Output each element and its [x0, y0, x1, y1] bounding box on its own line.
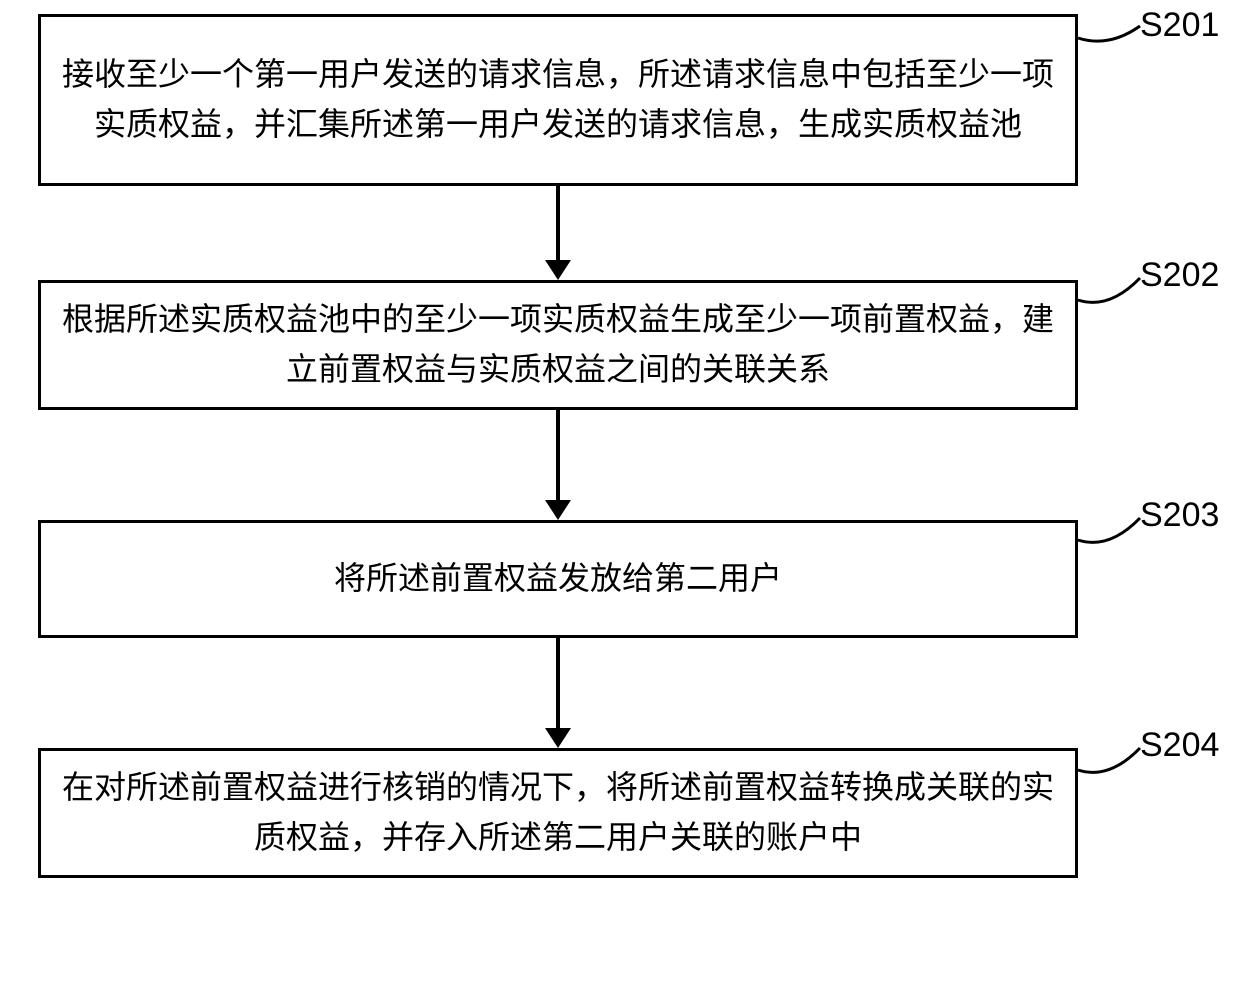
flow-arrow: [543, 186, 573, 280]
step-box-s201: 接收至少一个第一用户发送的请求信息，所述请求信息中包括至少一项实质权益，并汇集所…: [38, 14, 1078, 186]
label-connector-s203: [1074, 514, 1144, 556]
step-text: 根据所述实质权益池中的至少一项实质权益生成至少一项前置权益，建立前置权益与实质权…: [61, 295, 1055, 394]
step-label-s203: S203: [1140, 496, 1219, 535]
step-label-s201: S201: [1140, 6, 1219, 45]
label-connector-s202: [1074, 274, 1144, 316]
step-label-s204: S204: [1140, 726, 1219, 765]
label-connector-s201: [1074, 22, 1144, 54]
flow-arrow: [543, 638, 573, 748]
flowchart-canvas: 接收至少一个第一用户发送的请求信息，所述请求信息中包括至少一项实质权益，并汇集所…: [0, 0, 1240, 994]
step-label-s202: S202: [1140, 256, 1219, 295]
step-text: 在对所述前置权益进行核销的情况下，将所述前置权益转换成关联的实质权益，并存入所述…: [61, 763, 1055, 862]
label-connector-s204: [1074, 744, 1144, 786]
step-box-s203: 将所述前置权益发放给第二用户: [38, 520, 1078, 638]
step-text: 将所述前置权益发放给第二用户: [334, 554, 782, 604]
flow-arrow: [543, 410, 573, 520]
step-box-s204: 在对所述前置权益进行核销的情况下，将所述前置权益转换成关联的实质权益，并存入所述…: [38, 748, 1078, 878]
step-text: 接收至少一个第一用户发送的请求信息，所述请求信息中包括至少一项实质权益，并汇集所…: [61, 50, 1055, 149]
step-box-s202: 根据所述实质权益池中的至少一项实质权益生成至少一项前置权益，建立前置权益与实质权…: [38, 280, 1078, 410]
